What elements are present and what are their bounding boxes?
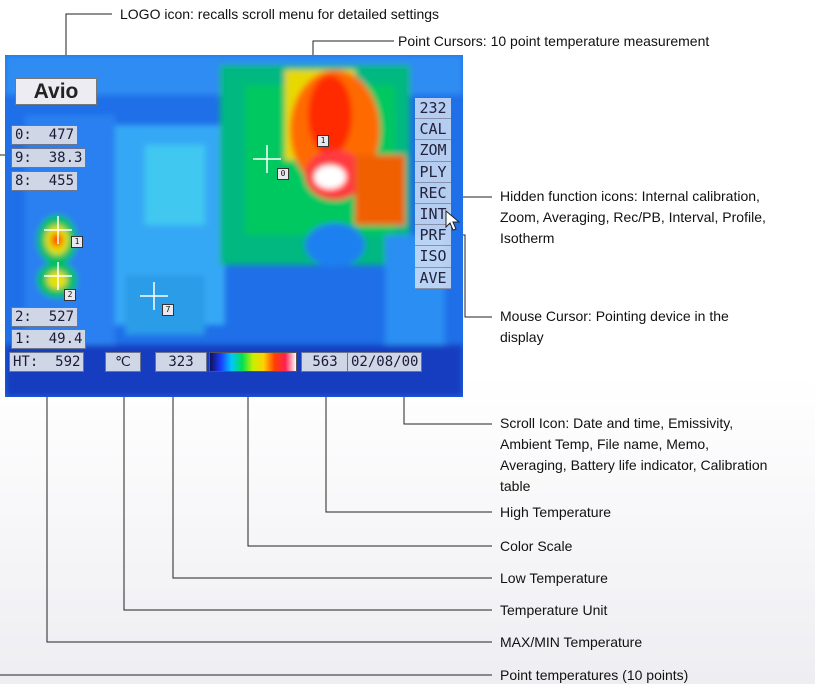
hidden-function-icons: 232 CAL ZOM PLY REC INT PRF ISO AVE xyxy=(415,98,451,289)
high-temperature-callout: High Temperature xyxy=(500,504,612,520)
mouse-cursor-callout: Mouse Cursor: Pointing device in the dis… xyxy=(500,308,729,345)
fn-icon-232[interactable]: 232 xyxy=(415,98,451,120)
low-temp-leader xyxy=(172,376,492,579)
color-scale xyxy=(209,352,297,372)
fn-icon-interval[interactable]: INT xyxy=(415,203,451,226)
point-readout-8: 8: 455 xyxy=(11,171,79,191)
temperature-unit-icon[interactable]: ℃ xyxy=(105,352,141,372)
point-readout-2: 2: 527 xyxy=(11,307,79,327)
point-marker[interactable]: 1 xyxy=(317,135,329,147)
high-temp-leader xyxy=(325,376,492,513)
max-min-temperature-callout: MAX/MIN Temperature xyxy=(500,634,643,650)
high-temperature: 563 xyxy=(301,352,349,372)
fn-icon-zoom[interactable]: ZOM xyxy=(415,140,451,162)
max-min-temperature: HT: 592 xyxy=(9,352,85,372)
fn-icon-profile[interactable]: PRF xyxy=(415,225,451,247)
color-scale-callout: Color Scale xyxy=(500,538,573,554)
low-temperature: 323 xyxy=(155,352,207,372)
logo-callout: LOGO icon: recalls scroll menu for detai… xyxy=(120,6,440,22)
point-marker[interactable]: 1 xyxy=(71,236,83,248)
color-scale-leader xyxy=(247,376,492,547)
fn-icon-cal[interactable]: CAL xyxy=(415,119,451,141)
mouse-cursor-icon xyxy=(445,210,461,231)
logo-icon[interactable]: Avio xyxy=(15,78,97,105)
point-readout-9: 9: 38.3 xyxy=(11,148,87,168)
point-cursor-crosshair[interactable] xyxy=(253,145,281,173)
point-marker[interactable]: 0 xyxy=(277,168,289,180)
scroll-icon-callout: Scroll Icon: Date and time, Emissivity, … xyxy=(500,415,768,494)
point-cursor-crosshair[interactable] xyxy=(140,282,168,310)
point-cursor-crosshair[interactable] xyxy=(44,262,72,290)
low-temperature-callout: Low Temperature xyxy=(500,570,608,586)
scroll-icon-leader xyxy=(403,386,492,425)
point-temperatures-callout: Point temperatures (10 points) xyxy=(500,667,689,683)
point-readout-0: 0: 477 xyxy=(11,125,79,145)
fn-icon-average[interactable]: AVE xyxy=(415,267,451,289)
point-marker[interactable]: 2 xyxy=(64,289,76,301)
fn-icon-isotherm[interactable]: ISO xyxy=(415,246,451,268)
thermal-display: Avio 0: 477 9: 38.3 8: 455 2: 527 1: 49.… xyxy=(5,55,463,397)
status-bar: HT: 592 ℃ 323 563 02/08/00 xyxy=(5,350,463,374)
point-marker[interactable]: 7 xyxy=(162,304,174,316)
point-cursor-crosshair[interactable] xyxy=(44,216,72,244)
temp-unit-leader xyxy=(123,376,492,611)
hidden-functions-callout: Hidden function icons: Internal calibrat… xyxy=(500,188,766,246)
point-cursors-callout: Point Cursors: 10 point temperature meas… xyxy=(398,33,710,49)
mouse-cursor-leader xyxy=(462,234,492,318)
scroll-icon-date[interactable]: 02/08/00 xyxy=(347,352,423,372)
fn-icon-play[interactable]: PLY xyxy=(415,161,451,183)
fn-icon-rec[interactable]: REC xyxy=(415,182,451,204)
point-readout-1: 1: 49.4 xyxy=(11,329,87,349)
temperature-unit-callout: Temperature Unit xyxy=(500,602,608,618)
maxmin-leader xyxy=(46,376,492,643)
